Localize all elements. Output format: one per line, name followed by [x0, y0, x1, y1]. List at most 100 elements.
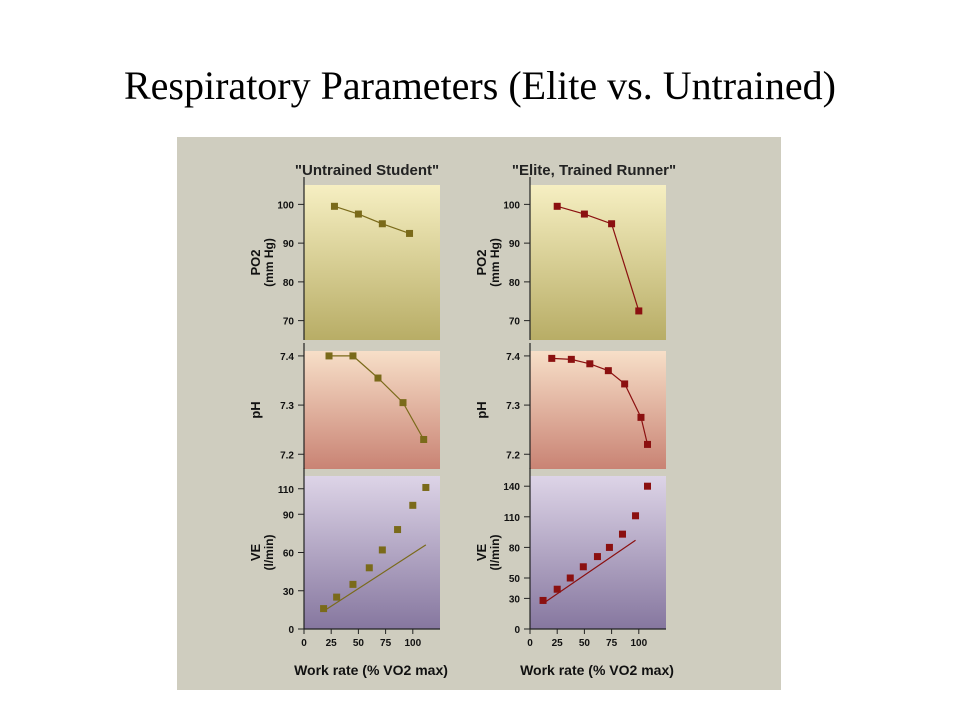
y-tick-label: 7.3 — [280, 401, 294, 412]
slide-title: Respiratory Parameters (Elite vs. Untrai… — [124, 63, 836, 108]
x-tick-label: 0 — [527, 638, 533, 649]
data-point — [320, 605, 328, 613]
data-point — [330, 202, 338, 210]
x-tick-label: 25 — [552, 638, 564, 649]
y-tick-label: 140 — [503, 482, 520, 493]
panel-elite-ve: 0 30 50 80 110 140 VE (l/min) 0 25 50 75 100 — [474, 468, 666, 649]
y-axis-unit-label: (mm Hg) — [262, 238, 276, 287]
data-point — [566, 574, 574, 582]
respiratory-figure: "Untrained Student" "Elite, Trained Runn… — [177, 137, 781, 690]
y-axis-unit-label: (l/min) — [488, 535, 502, 571]
plot-area — [304, 351, 440, 469]
y-axis-unit-label: (mm Hg) — [488, 238, 502, 287]
data-point — [593, 553, 601, 561]
y-tick-label: 80 — [283, 278, 295, 289]
y-tick-label: 70 — [509, 317, 521, 328]
data-point — [637, 413, 645, 421]
x-tick-label: 100 — [630, 638, 647, 649]
data-point — [349, 352, 357, 360]
data-point — [394, 526, 402, 534]
data-point — [608, 220, 616, 228]
y-axis-label: VE — [474, 544, 489, 562]
x-tick-label: 25 — [326, 638, 338, 649]
data-point — [420, 436, 428, 443]
data-point — [422, 483, 430, 491]
panel-untrained-ph: 7.2 7.3 7.4 pH — [248, 343, 440, 469]
x-tick-label: 75 — [380, 638, 392, 649]
column-heading-elite: "Elite, Trained Runner" — [512, 162, 676, 179]
x-tick-label: 50 — [353, 638, 365, 649]
y-tick-label: 7.2 — [506, 450, 520, 461]
y-axis-label: PO2 — [248, 249, 263, 275]
y-tick-label: 60 — [283, 549, 295, 560]
series-line — [557, 205, 640, 312]
data-point — [635, 307, 643, 315]
y-tick-label: 90 — [509, 239, 521, 250]
plot-area — [530, 476, 666, 629]
regression-line — [542, 539, 636, 604]
data-point — [604, 367, 612, 375]
data-point — [580, 210, 588, 218]
data-point — [553, 202, 561, 210]
x-axis-label-elite: Work rate (% VO2 max) — [520, 662, 674, 678]
plot-area — [530, 185, 666, 340]
y-tick-label: 7.2 — [280, 450, 294, 461]
data-point — [586, 360, 594, 368]
data-point — [365, 564, 373, 572]
y-tick-label: 0 — [288, 625, 294, 636]
y-tick-label: 30 — [509, 594, 521, 605]
y-tick-label: 7.4 — [506, 352, 520, 363]
data-point — [632, 512, 640, 520]
panel-untrained-po2: 70 80 90 100 PO2 (mm Hg) — [248, 177, 440, 340]
y-tick-label: 80 — [509, 278, 521, 289]
plot-area — [530, 351, 666, 469]
column-heading-untrained: "Untrained Student" — [295, 162, 439, 179]
plot-area — [304, 476, 440, 629]
y-tick-label: 30 — [283, 587, 295, 598]
panel-untrained-ve: 0 30 60 90 110 VE (l/min) 0 25 50 75 100 — [248, 468, 440, 649]
figure-background — [177, 137, 781, 690]
y-tick-label: 7.4 — [280, 352, 294, 363]
panel-elite-ph: 7.2 7.3 7.4 pH — [474, 343, 666, 469]
y-axis-label: pH — [474, 401, 489, 418]
x-tick-label: 75 — [606, 638, 618, 649]
y-tick-label: 0 — [514, 625, 520, 636]
data-point — [399, 399, 407, 407]
data-point — [325, 352, 333, 360]
data-point — [548, 354, 556, 362]
y-tick-label: 110 — [504, 513, 521, 524]
regression-line — [323, 544, 427, 612]
data-point — [553, 585, 561, 593]
x-tick-label: 0 — [301, 638, 307, 649]
x-axis-label-untrained: Work rate (% VO2 max) — [294, 662, 448, 678]
y-tick-label: 100 — [277, 200, 294, 211]
data-point — [539, 596, 547, 604]
data-point — [605, 543, 613, 551]
y-axis-label: VE — [248, 544, 263, 562]
y-axis-label: pH — [248, 401, 263, 418]
data-point — [644, 482, 652, 490]
plot-area — [304, 185, 440, 340]
y-axis-label: PO2 — [474, 249, 489, 275]
data-point — [406, 229, 414, 237]
data-point — [333, 593, 341, 601]
data-point — [378, 546, 386, 554]
y-axis-unit-label: (l/min) — [262, 535, 276, 571]
y-tick-label: 110 — [278, 485, 295, 496]
y-tick-label: 90 — [283, 510, 295, 521]
data-point — [579, 563, 587, 571]
series-line — [334, 205, 410, 234]
data-point — [409, 501, 417, 509]
y-tick-label: 80 — [509, 543, 521, 554]
data-point — [621, 380, 629, 388]
x-tick-label: 100 — [404, 638, 421, 649]
y-tick-label: 70 — [283, 317, 295, 328]
panel-elite-po2: 70 80 90 100 PO2 (mm Hg) — [474, 177, 666, 340]
data-point — [618, 530, 626, 538]
x-tick-label: 50 — [579, 638, 591, 649]
data-point — [374, 374, 382, 382]
data-point — [349, 580, 357, 588]
y-tick-label: 90 — [283, 239, 295, 250]
data-point — [378, 220, 386, 228]
data-point — [644, 440, 652, 448]
